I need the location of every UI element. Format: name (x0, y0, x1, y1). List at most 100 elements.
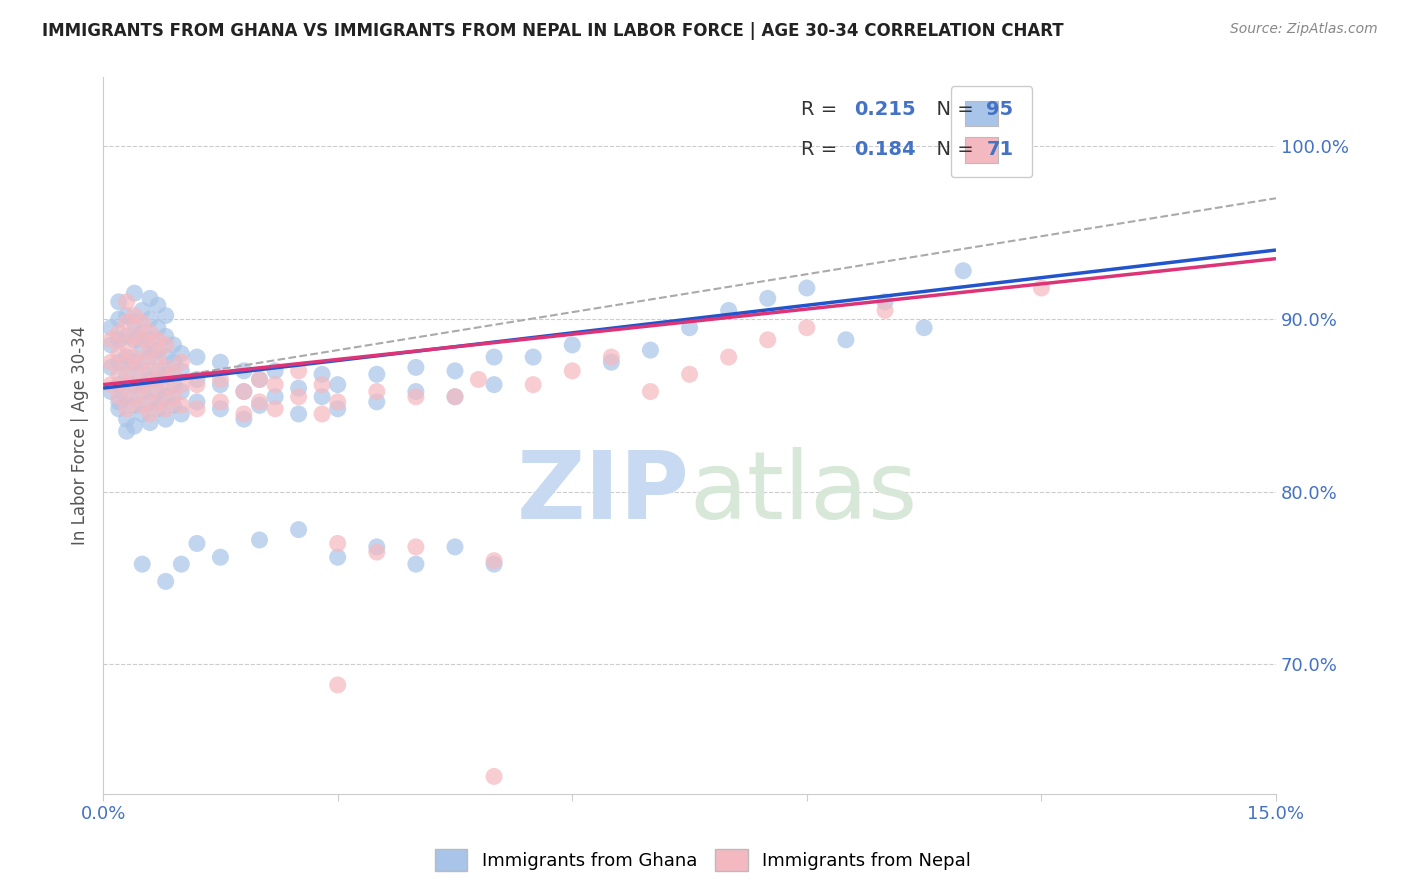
Point (249, 372, 271, 386)
Point (107, 401, 129, 416)
Point (131, 316, 153, 330)
Point (124, 350, 146, 364)
Point (717, 303, 740, 318)
Point (232, 384, 254, 399)
Point (326, 536, 349, 550)
Point (162, 377, 184, 392)
Point (139, 416, 162, 430)
Point (186, 536, 208, 550)
Point (561, 338, 583, 352)
Point (405, 540, 427, 554)
Point (162, 390, 184, 404)
Point (796, 320, 818, 334)
Point (107, 326, 129, 340)
Point (146, 333, 169, 347)
Point (170, 557, 193, 571)
Point (100, 338, 122, 352)
Point (131, 398, 153, 412)
Point (131, 326, 153, 340)
Point (131, 333, 153, 347)
Point (232, 364, 254, 378)
Point (326, 401, 349, 416)
Text: ZIP: ZIP (516, 447, 689, 539)
Point (139, 312, 162, 326)
Text: 0.184: 0.184 (853, 139, 915, 159)
Point (107, 294, 129, 309)
Point (366, 384, 388, 399)
Point (131, 407, 153, 421)
Point (952, 264, 974, 278)
Point (444, 390, 467, 404)
Point (311, 390, 333, 404)
Point (131, 343, 153, 358)
Point (249, 398, 271, 412)
Point (264, 364, 287, 378)
Point (264, 401, 287, 416)
Point (107, 390, 129, 404)
Point (146, 395, 169, 409)
Point (124, 419, 146, 434)
Point (162, 338, 184, 352)
Text: R =: R = (801, 139, 844, 159)
Legend:  ,  : , (950, 87, 1032, 178)
Point (124, 309, 146, 323)
Point (600, 350, 623, 364)
Point (115, 355, 138, 369)
Point (796, 281, 818, 295)
Point (100, 320, 122, 334)
Point (131, 377, 153, 392)
Point (115, 390, 138, 404)
Point (124, 355, 146, 369)
Point (232, 384, 254, 399)
Point (146, 350, 169, 364)
Point (249, 372, 271, 386)
Point (326, 550, 349, 565)
Point (405, 557, 427, 571)
Point (131, 384, 153, 399)
Point (170, 355, 193, 369)
Point (287, 390, 309, 404)
Point (482, 769, 505, 783)
Point (115, 424, 138, 438)
Text: N =: N = (924, 139, 980, 159)
Point (124, 368, 146, 382)
Point (170, 407, 193, 421)
Text: N =: N = (924, 100, 980, 120)
Point (366, 368, 388, 382)
Point (115, 329, 138, 343)
Point (209, 377, 232, 392)
Point (366, 545, 388, 559)
Point (561, 364, 583, 378)
Point (100, 355, 122, 369)
Point (139, 343, 162, 358)
Point (155, 390, 177, 404)
Point (170, 384, 193, 399)
Point (124, 377, 146, 392)
Point (232, 407, 254, 421)
Point (640, 343, 662, 358)
Point (482, 557, 505, 571)
Point (155, 329, 177, 343)
Point (444, 364, 467, 378)
Point (100, 360, 122, 375)
Point (287, 381, 309, 395)
Point (131, 355, 153, 369)
Point (115, 368, 138, 382)
Point (146, 401, 169, 416)
Point (912, 320, 935, 334)
Point (124, 333, 146, 347)
Point (124, 390, 146, 404)
Point (678, 368, 700, 382)
Point (249, 533, 271, 547)
Point (482, 350, 505, 364)
Point (124, 398, 146, 412)
Point (100, 384, 122, 399)
Point (146, 364, 169, 378)
Point (366, 540, 388, 554)
Point (170, 398, 193, 412)
Point (444, 540, 467, 554)
Point (482, 377, 505, 392)
Point (162, 355, 184, 369)
Point (186, 395, 208, 409)
Point (522, 377, 544, 392)
